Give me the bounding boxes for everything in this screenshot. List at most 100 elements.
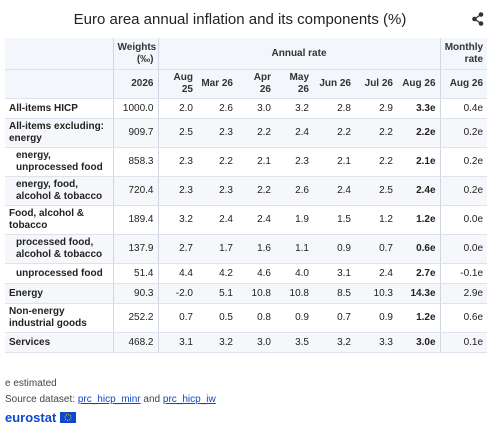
cell: 2.4	[237, 205, 275, 235]
cell: 137.9	[112, 234, 158, 264]
column-header: Jul 26	[355, 69, 397, 99]
cell: 1.6	[237, 234, 275, 264]
cell: 2.8	[313, 98, 355, 119]
cell: 51.4	[112, 263, 158, 284]
cell: 0.1e	[439, 332, 488, 353]
column-header: Aug 26	[397, 69, 441, 99]
cell: 2.2	[197, 147, 237, 177]
cell: 0.7	[157, 303, 197, 333]
column-header: Mar 26	[197, 69, 237, 99]
column-header: Apr 26	[237, 69, 275, 99]
cell: 1.1	[275, 234, 313, 264]
cell: 0.9	[355, 303, 397, 333]
table-row: energy, food, alcohol & tobacco 720.4 2.3 2…	[5, 176, 488, 206]
cell: 0.0e	[439, 205, 488, 235]
cell: 4.6	[237, 263, 275, 284]
share-icon[interactable]	[472, 12, 484, 26]
cell: 2.1e	[397, 147, 441, 177]
cell: 0.0e	[439, 234, 488, 264]
cell: 2.3	[197, 176, 237, 206]
cell: 2.5	[157, 118, 197, 148]
link[interactable]: prc_hicp_minr	[77, 394, 141, 405]
cell: 1.2	[355, 205, 397, 235]
cell: 14.3e	[397, 283, 441, 304]
cell: 2.4	[355, 263, 397, 284]
cell: 2.2	[355, 147, 397, 177]
cell: 2.6	[275, 176, 313, 206]
cell: 0.7	[355, 234, 397, 264]
link[interactable]: prc_hicp_iw	[162, 394, 216, 405]
cell: 2.7	[157, 234, 197, 264]
row-label: All-items excluding: energy	[5, 118, 113, 148]
cell: 2.3	[157, 176, 197, 206]
cell: 3.1	[313, 263, 355, 284]
footer: e estimated Source dataset: prc_hicp_min…	[5, 378, 216, 410]
note: e estimated	[5, 378, 57, 389]
cell: 3.0	[237, 332, 275, 353]
table-row: energy, unprocessed food 858.3 2.3 2.2 2.1 2.…	[5, 147, 488, 177]
cell: 3.3	[355, 332, 397, 353]
source-prefix: Source dataset:	[5, 394, 76, 405]
cell: 5.1	[197, 283, 237, 304]
cell: 858.3	[112, 147, 158, 177]
cell: 3.2	[313, 332, 355, 353]
cell: 2.2	[237, 118, 275, 148]
cell: 0.5	[197, 303, 237, 333]
cell: 909.7	[112, 118, 158, 148]
table-row: Services 468.2 3.1 3.2 3.0 3.5 3.2 3.3 3.0e 0.1e	[5, 332, 488, 353]
cell: 10.8	[275, 283, 313, 304]
cell: 1.9	[275, 205, 313, 235]
cell: 0.8	[237, 303, 275, 333]
cell: 8.5	[313, 283, 355, 304]
table-row: All-items excluding: energy 909.7 2.5 2.3 2.…	[5, 118, 488, 148]
weights-header: Weights (‰)	[112, 38, 158, 70]
table-row: Energy 90.3 -2.0 5.1 10.8 10.8 8.5 10.3 14.3e 2.9…	[5, 283, 488, 304]
cell: 0.6e	[397, 234, 441, 264]
row-label: Food, alcohol & tobacco	[5, 205, 113, 235]
cell: 2.9e	[439, 283, 488, 304]
cell: 720.4	[112, 176, 158, 206]
column-header: Jun 26	[313, 69, 355, 99]
cell: 2.2	[313, 118, 355, 148]
table-row: processed food, alcohol & tobacco 137.9 2.…	[5, 234, 488, 264]
table-row: Food, alcohol & tobacco 189.4 3.2 2.4 2.4 1.9…	[5, 205, 488, 235]
monthly-header: Monthly rate	[439, 38, 488, 70]
source: Source dataset: prc_hicp_minr and prc_hi…	[5, 394, 216, 405]
row-label: All-items HICP	[5, 98, 113, 119]
cell: 2.2	[355, 118, 397, 148]
cell: 2.5	[355, 176, 397, 206]
cell: -0.1e	[439, 263, 488, 284]
column-header: Aug 26	[439, 69, 488, 99]
cell: 2.6	[197, 98, 237, 119]
cell: 3.2	[275, 98, 313, 119]
cell: 0.2e	[439, 118, 488, 148]
cell: 0.9	[313, 234, 355, 264]
corner	[5, 38, 113, 70]
cell: 3.3e	[397, 98, 441, 119]
row-label: processed food, alcohol & tobacco	[5, 234, 113, 264]
cell: 1.5	[313, 205, 355, 235]
cell: 3.0e	[397, 332, 441, 353]
cell: 1.7	[197, 234, 237, 264]
cell: 2.0	[157, 98, 197, 119]
eu-flag	[59, 412, 76, 423]
cell: 0.4e	[439, 98, 488, 119]
cell: 3.5	[275, 332, 313, 353]
cell: 4.0	[275, 263, 313, 284]
cell: 252.2	[112, 303, 158, 333]
cell: 10.3	[355, 283, 397, 304]
cell: 2.7e	[397, 263, 441, 284]
cell: 2.3	[275, 147, 313, 177]
table-row: All-items HICP 1000.0 2.0 2.6 3.0 3.2 2.8 2.9 3.…	[5, 98, 488, 119]
cell: 0.7	[313, 303, 355, 333]
row-label: Non-energy industrial goods	[5, 303, 113, 333]
cell: 90.3	[112, 283, 158, 304]
column-header: 2026	[112, 69, 158, 99]
cell: 2.2e	[397, 118, 441, 148]
row-label: unprocessed food	[5, 263, 113, 284]
cell: 0.9	[275, 303, 313, 333]
logo-text: eurostat	[5, 410, 57, 425]
joiner: and	[143, 394, 161, 405]
column-header: May 26	[275, 69, 313, 99]
